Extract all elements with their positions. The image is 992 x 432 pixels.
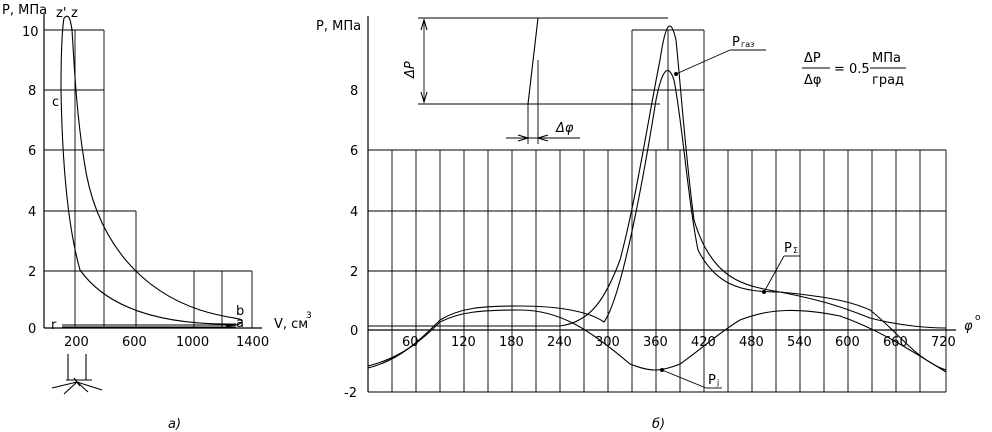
left-grid: [44, 29, 253, 328]
left-x-tick: 600: [122, 335, 147, 350]
compression-curve: [60, 17, 237, 325]
left-y-tick: 10: [22, 25, 39, 40]
point-b: b: [236, 304, 244, 319]
right-y-tick: 0: [350, 324, 358, 339]
point-r: r: [51, 318, 57, 333]
right-x-tick: 720: [931, 335, 956, 350]
left-x-tick: 1000: [176, 335, 209, 350]
point-c: c: [52, 95, 59, 110]
left-x-axis-sup: 3: [306, 311, 312, 321]
delta-phi-label: Δφ: [555, 121, 574, 136]
left-caption: а): [168, 417, 181, 432]
left-y-tick: 2: [28, 265, 36, 280]
left-diagram: 0 2 4 6 8 10 200 600 1000 1400 P, МПа V,…: [2, 3, 312, 432]
inertia-label: P: [708, 373, 716, 388]
right-x-tick: 300: [595, 335, 620, 350]
right-y-tick: 6: [350, 144, 358, 159]
right-x-tick: 420: [691, 335, 716, 350]
scale-equals: = 0.5: [834, 62, 870, 77]
left-y-tick: 0: [28, 322, 36, 337]
point-z: z: [71, 6, 78, 21]
curve-label-inertia: P j: [660, 368, 722, 389]
right-diagram: -2 0 2 4 6 8 60 120 180 240 300 360 420 …: [316, 16, 981, 432]
scale-denominator: Δφ: [804, 73, 821, 88]
sum-label-sub: Σ: [793, 246, 798, 255]
right-x-tick: 540: [787, 335, 812, 350]
left-y-axis-label: P, МПа: [2, 3, 47, 18]
right-caption: б): [652, 417, 665, 432]
left-y-tick: 6: [28, 144, 36, 159]
scale-formula: ΔP Δφ = 0.5 МПа град: [802, 51, 906, 88]
right-y-tick: 8: [350, 84, 358, 99]
delta-p-label: ΔP: [403, 61, 418, 79]
gas-label-sub: газ: [741, 40, 754, 49]
expansion-curve: [63, 15, 243, 327]
gas-label: P: [732, 35, 740, 50]
valve-sketch: [51, 354, 103, 395]
right-x-axis-label: φ: [964, 319, 973, 334]
scale-numerator: ΔP: [804, 51, 821, 66]
right-x-tick: 600: [835, 335, 860, 350]
total-force-curve: [367, 69, 947, 371]
right-x-tick: 240: [547, 335, 572, 350]
inertia-label-sub: j: [716, 378, 719, 387]
gas-pressure-curve: [368, 25, 947, 329]
inertia-force-curve: [367, 309, 947, 373]
right-x-tick: 120: [451, 335, 476, 350]
right-x-tick: 60: [402, 335, 419, 350]
left-y-tick: 4: [28, 205, 36, 220]
delta-construction: [418, 17, 668, 144]
right-y-tick: -2: [344, 386, 357, 401]
left-x-tick: 200: [64, 335, 89, 350]
point-z-prime: z': [56, 6, 66, 21]
left-x-axis-label: V, см: [274, 317, 308, 332]
right-y-tick: 4: [350, 205, 358, 220]
right-y-tick: 2: [350, 265, 358, 280]
right-y-axis-label: P, МПа: [316, 19, 361, 34]
left-x-tick: 1400: [236, 335, 269, 350]
scale-unit-numerator: МПа: [872, 51, 901, 66]
curve-label-sum: P Σ: [762, 241, 800, 294]
sum-label: P: [784, 241, 792, 256]
right-x-tick: 180: [499, 335, 524, 350]
right-x-axis-sup: o: [975, 313, 981, 323]
curve-label-gas: P газ: [674, 35, 766, 76]
right-grid: [368, 29, 947, 393]
scale-unit-denominator: град: [872, 73, 904, 88]
right-x-tick: 480: [739, 335, 764, 350]
right-x-tick: 360: [643, 335, 668, 350]
left-y-tick: 8: [28, 84, 36, 99]
